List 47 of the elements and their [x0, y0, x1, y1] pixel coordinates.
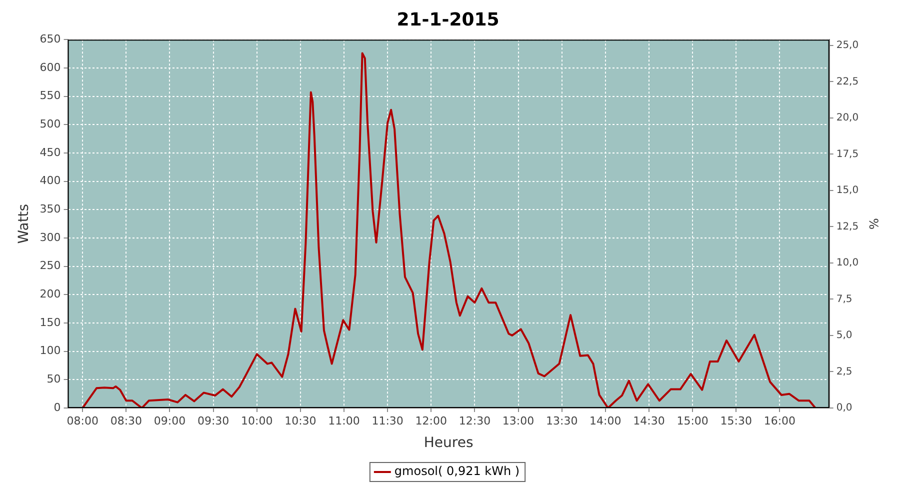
- x-tick-label: 12:30: [458, 414, 491, 428]
- y-tick-label: 150: [40, 316, 61, 329]
- y-tick-label: 300: [40, 230, 61, 244]
- x-tick-label: 11:00: [328, 414, 360, 428]
- y-tick-label: 250: [40, 259, 61, 272]
- y-tick-label: 500: [40, 117, 61, 130]
- x-tick-label: 14:30: [633, 414, 665, 428]
- y2-tick-label: 17,5: [836, 148, 859, 160]
- legend-label: gmosol( 0,921 kWh ): [394, 464, 520, 478]
- x-tick-label: 11:30: [372, 414, 404, 428]
- x-tick-label: 14:00: [590, 414, 622, 428]
- x-tick-label: 13:30: [546, 414, 578, 428]
- y-tick-label: 200: [40, 288, 61, 301]
- x-tick-label: 16:00: [764, 414, 796, 428]
- y-tick-label: 400: [40, 174, 61, 188]
- y2-tick-label: 22,5: [836, 76, 859, 88]
- y-tick-label: 0: [54, 400, 61, 414]
- y2-tick-label: 10,0: [836, 258, 859, 269]
- y2-tick-label: 25,0: [836, 40, 859, 51]
- y2-tick-label: 0,0: [836, 402, 852, 414]
- y2-tick-label: 5,0: [836, 330, 852, 342]
- y-tick-label: 50: [46, 372, 61, 386]
- y-tick-label: 100: [40, 344, 61, 358]
- y2-axis-title: %: [866, 218, 881, 230]
- y-tick-label: 450: [40, 146, 61, 159]
- x-tick-label: 10:30: [284, 414, 316, 428]
- x-tick-label: 09:00: [154, 414, 186, 428]
- x-tick-label: 13:00: [502, 414, 534, 428]
- y2-tick-label: 2,5: [836, 366, 852, 378]
- y-tick-label: 600: [40, 60, 61, 74]
- x-tick-label: 08:30: [110, 414, 142, 428]
- y2-tick-label: 20,0: [836, 112, 859, 124]
- y-axis-title: Watts: [16, 204, 32, 244]
- x-tick-label: 12:00: [415, 414, 447, 428]
- x-tick-label: 09:30: [197, 414, 230, 428]
- x-tick-label: 08:00: [66, 414, 98, 428]
- x-tick-label: 10:00: [241, 414, 273, 428]
- y2-tick-label: 7,5: [836, 294, 852, 305]
- x-tick-label: 15:00: [676, 414, 708, 428]
- x-axis-title: Heures: [424, 435, 474, 452]
- y-tick-label: 650: [40, 32, 61, 46]
- y2-tick-label: 15,0: [836, 185, 859, 196]
- chart-title: 21-1-2015: [396, 9, 500, 30]
- y-tick-label: 350: [40, 202, 61, 216]
- y2-tick-label: 12,5: [836, 221, 859, 232]
- y-tick-label: 550: [40, 89, 61, 102]
- x-tick-label: 15:30: [720, 414, 752, 428]
